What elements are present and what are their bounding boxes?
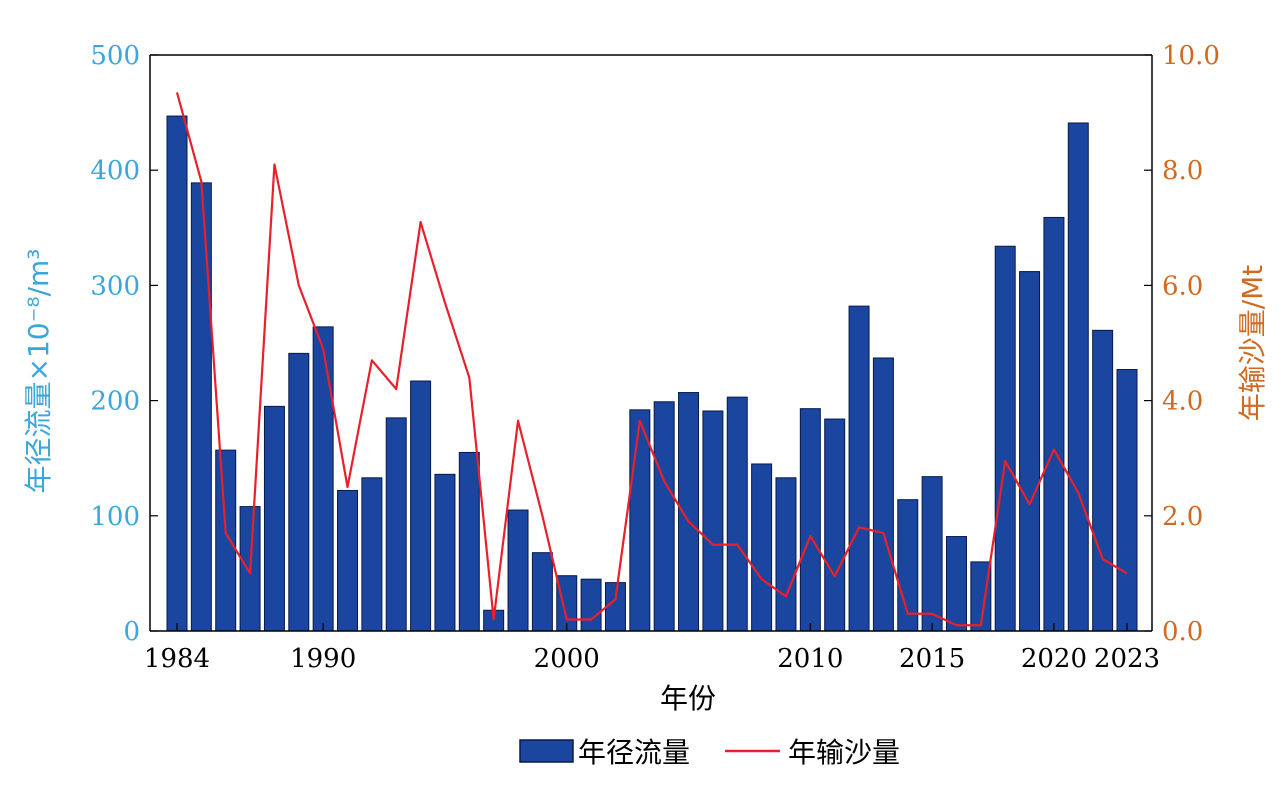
legend-bar-swatch [519,739,574,763]
bar [215,449,237,632]
y-tick-label-left: 500 [90,41,140,71]
y-axis-label-right: 年输沙量/Mt [1236,265,1269,422]
bar [604,582,626,632]
bar [263,405,285,632]
bar [166,115,188,632]
bar [288,352,310,632]
bar [1019,271,1041,632]
bar [434,473,456,632]
bar-series [166,115,1138,632]
bar [531,552,553,632]
line-series [175,92,1128,627]
y-tick-label-left: 0 [123,617,140,647]
bar [799,408,821,632]
bar [872,357,894,632]
y-tick-label-right: 4.0 [1162,387,1203,417]
bar [653,401,675,632]
bar [507,509,529,632]
x-tick-label: 2000 [534,644,600,674]
bar [945,536,967,632]
x-tick-label: 1990 [290,644,356,674]
legend-line-label: 年输沙量 [788,736,900,769]
y-tick-label-right: 6.0 [1162,271,1203,301]
bar [702,410,724,632]
legend: 年径流量 年输沙量 [519,736,900,769]
bar [458,451,480,632]
bar [385,417,407,632]
y-tick-label-left: 300 [90,271,140,301]
bar [1067,122,1089,632]
y-tick-label-left: 100 [90,502,140,532]
x-tick-label: 1984 [144,644,210,674]
y-tick-label-right: 10.0 [1162,41,1220,71]
y-tick-label-left: 400 [90,156,140,186]
bar [190,182,212,632]
y-tick-label-right: 2.0 [1162,502,1203,532]
bar [1116,368,1138,632]
bar [824,418,846,632]
x-tick-label: 2020 [1021,644,1087,674]
bar [921,476,943,632]
bar [580,578,602,632]
legend-bar-label: 年径流量 [578,736,690,769]
bar [410,380,432,632]
bar [312,326,334,632]
x-tick-label: 2023 [1094,644,1160,674]
bar [775,477,797,632]
x-tick-label: 2010 [777,644,843,674]
x-tick-label: 2015 [899,644,965,674]
bar [848,305,870,632]
bar [751,463,773,632]
bar [1092,329,1114,632]
axes [149,54,1153,632]
bar [361,477,383,632]
y-tick-label-right: 0.0 [1162,617,1203,647]
y-tick-label-right: 8.0 [1162,156,1203,186]
bar [629,409,651,632]
bar [337,489,359,632]
bar [556,575,578,632]
bar [1043,216,1065,632]
x-axis-label: 年份 [660,682,716,715]
bar [994,245,1016,632]
bar [726,396,748,632]
sediment-line [175,92,1128,627]
y-axis-label-left: 年径流量×10⁻⁸/m³ [22,248,55,493]
tick-labels: 0 100 200 300 400 500 0.0 2.0 4.0 6.0 8.0 10.0 1984 1… [90,41,1220,674]
y-tick-label-left: 200 [90,387,140,417]
